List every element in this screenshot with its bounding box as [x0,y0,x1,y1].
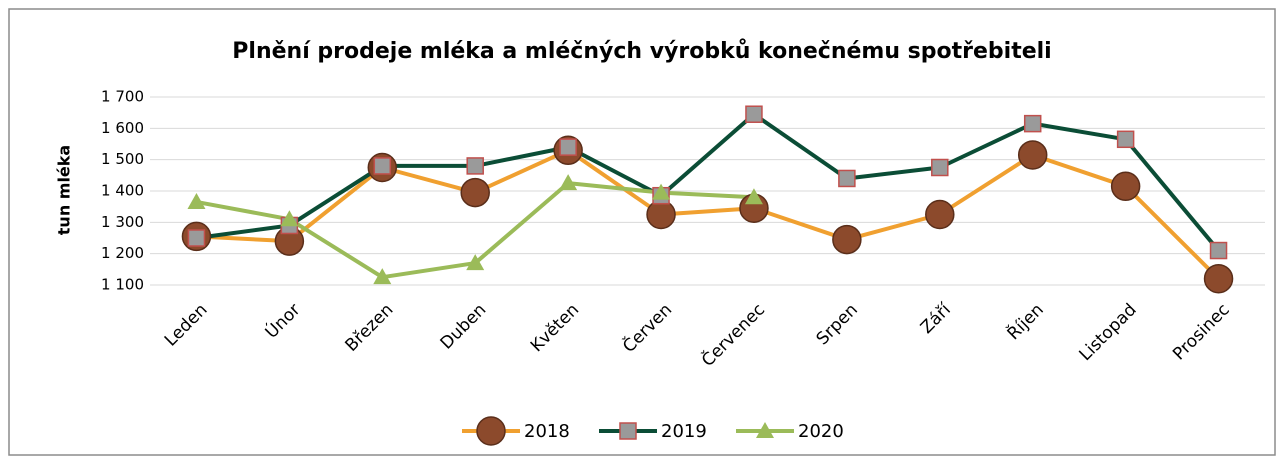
data-point [1209,241,1228,260]
y-tick-label: 1 600 [101,119,144,137]
legend-marker [756,422,774,438]
legend-marker [476,416,506,446]
data-point [931,158,949,177]
data-point [373,268,392,285]
data-point [460,177,490,208]
data-point [373,157,392,175]
y-tick-label: 1 500 [101,150,144,168]
data-point [1110,171,1141,202]
data-point [1203,263,1234,294]
data-point [744,188,763,205]
data-point [559,174,578,191]
series-line [196,112,1221,252]
y-tick-label: 1 200 [101,244,144,262]
chart-title: Plnění prodeje mléka a mléčných výrobků … [232,39,1051,64]
data-point [280,210,299,227]
y-axis-title: tun mléka [55,145,74,235]
legend-marker [619,422,637,440]
data-point [925,199,955,230]
chart-border [8,8,1276,456]
series-line [196,148,1220,281]
data-point [652,183,671,200]
legend-label: 2018 [524,421,570,442]
y-tick-label: 1 100 [101,276,144,294]
y-tick-label: 1 700 [101,88,144,106]
data-point [838,169,856,188]
data-point [1116,130,1135,149]
data-point [559,138,577,156]
data-point [466,254,485,271]
data-point [466,157,484,175]
y-tick-label: 1 300 [101,213,144,231]
legend-label: 2020 [798,421,844,442]
data-point [187,192,206,209]
data-point [745,105,763,123]
y-tick-label: 1 400 [101,182,144,200]
data-point [1023,114,1042,133]
legend-label: 2019 [661,421,707,442]
data-point [832,224,862,255]
data-point [1017,140,1048,170]
data-point [646,199,676,230]
data-point [187,229,206,247]
